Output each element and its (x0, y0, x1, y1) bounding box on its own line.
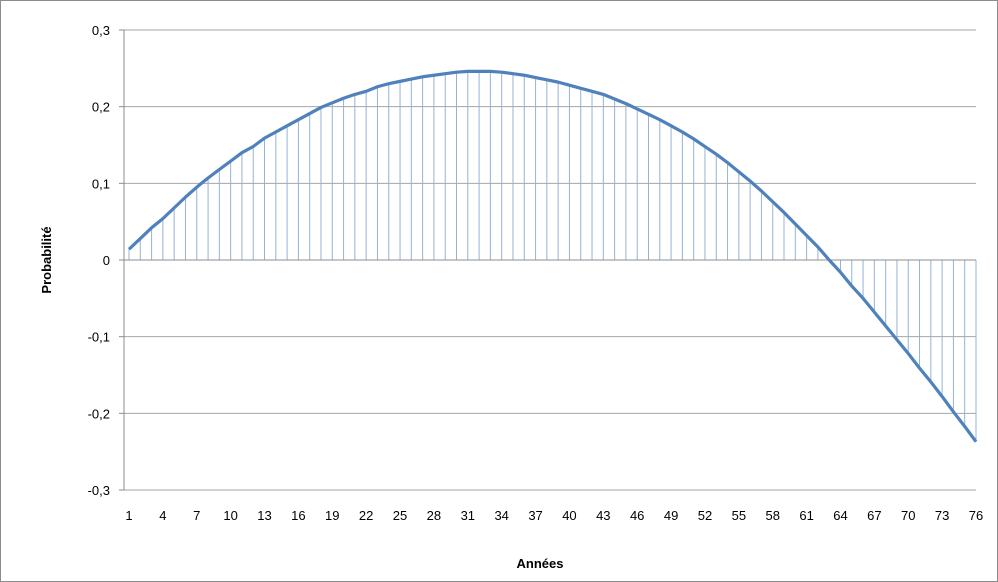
y-tick-label-2: 0,1 (92, 176, 110, 191)
x-tick-label-67: 67 (867, 508, 881, 523)
x-axis-title: Années (517, 556, 564, 571)
x-tick-label-73: 73 (935, 508, 949, 523)
x-tick-label-43: 43 (596, 508, 610, 523)
x-tick-label-16: 16 (291, 508, 305, 523)
y-tick-label-3: 0 (103, 253, 110, 268)
x-tick-label-40: 40 (562, 508, 576, 523)
x-tick-label-55: 55 (732, 508, 746, 523)
x-tick-label-7: 7 (193, 508, 200, 523)
y-tick-label-5: -0,2 (88, 406, 110, 421)
x-tick-label-49: 49 (664, 508, 678, 523)
x-tick-label-13: 13 (257, 508, 271, 523)
x-tick-label-4: 4 (159, 508, 166, 523)
x-tick-label-19: 19 (325, 508, 339, 523)
series-line (127, 69, 978, 443)
y-tick-label-0: 0,3 (92, 23, 110, 38)
x-tick-label-31: 31 (461, 508, 475, 523)
y-tick-label-4: -0,1 (88, 330, 110, 345)
x-tick-label-70: 70 (901, 508, 915, 523)
x-tick-label-22: 22 (359, 508, 373, 523)
x-tick-label-34: 34 (494, 508, 508, 523)
y-tick-label-6: -0,3 (88, 483, 110, 498)
x-tick-label-28: 28 (427, 508, 441, 523)
x-tick-label-46: 46 (630, 508, 644, 523)
y-tick-label-1: 0,2 (92, 100, 110, 115)
x-tick-label-76: 76 (969, 508, 983, 523)
x-tick-label-1: 1 (125, 508, 132, 523)
x-tick-label-37: 37 (528, 508, 542, 523)
y-axis-title: Probabilité (39, 226, 54, 293)
x-tick-label-64: 64 (833, 508, 847, 523)
x-tick-label-61: 61 (799, 508, 813, 523)
x-tick-label-58: 58 (765, 508, 779, 523)
x-tick-label-10: 10 (223, 508, 237, 523)
x-tick-label-52: 52 (698, 508, 712, 523)
x-tick-label-25: 25 (393, 508, 407, 523)
